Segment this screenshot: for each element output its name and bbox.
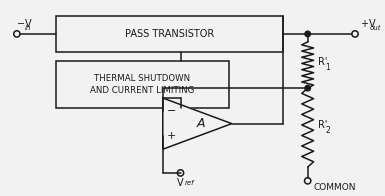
- Text: COMMON: COMMON: [314, 183, 356, 192]
- Text: out: out: [370, 25, 381, 31]
- Circle shape: [305, 85, 310, 91]
- Text: in: in: [25, 25, 31, 31]
- Text: PASS TRANSISTOR: PASS TRANSISTOR: [125, 29, 214, 39]
- Text: R': R': [318, 120, 327, 130]
- Text: THERMAL SHUTDOWN: THERMAL SHUTDOWN: [94, 74, 191, 83]
- Text: +: +: [167, 132, 176, 142]
- Circle shape: [305, 31, 310, 37]
- Text: 1: 1: [325, 64, 330, 73]
- Bar: [56, 61, 229, 108]
- Text: ref: ref: [184, 180, 194, 186]
- Text: A: A: [197, 117, 206, 130]
- Text: −: −: [167, 106, 176, 116]
- Text: V: V: [177, 178, 183, 188]
- Bar: [56, 16, 283, 52]
- Polygon shape: [163, 98, 232, 149]
- Text: AND CURRENT LIMITING: AND CURRENT LIMITING: [90, 86, 195, 95]
- Text: 2: 2: [325, 126, 330, 135]
- Text: R': R': [318, 57, 327, 67]
- Text: $+$V: $+$V: [360, 17, 377, 29]
- Text: $-$V: $-$V: [16, 17, 33, 29]
